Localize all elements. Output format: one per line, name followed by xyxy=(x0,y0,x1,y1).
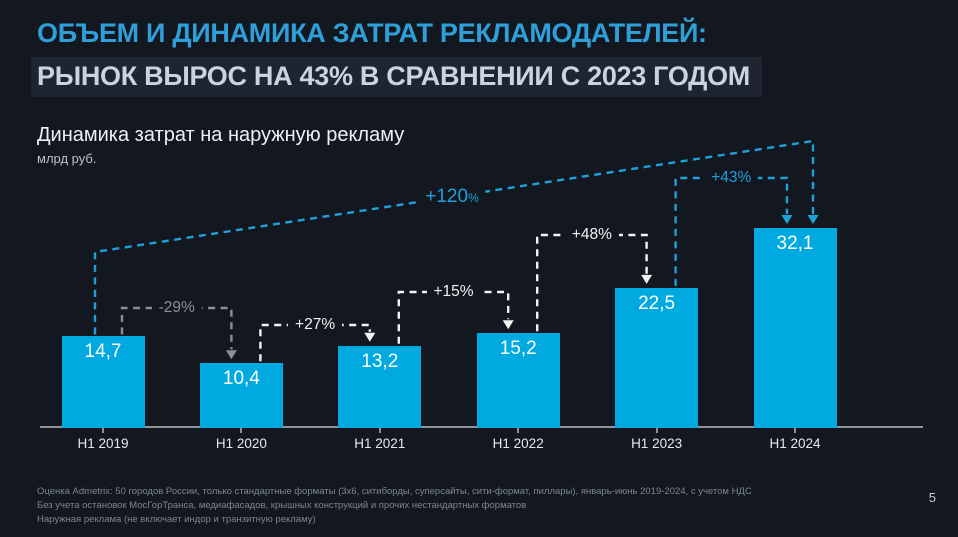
bar-value-label: 15,2 xyxy=(499,338,537,360)
axis-tick xyxy=(655,428,658,433)
annotation-label: +27% xyxy=(288,315,343,335)
slide-subtitle: РЫНОК ВЫРОС НА 43% В СРАВНЕНИИ С 2023 ГО… xyxy=(31,57,762,97)
arrow-down-icon xyxy=(364,332,376,342)
annotation-label: +48% xyxy=(564,225,619,245)
category-label: H1 2022 xyxy=(492,436,544,451)
bar-value-label: 32,1 xyxy=(776,233,814,254)
bar-value-label: 13,2 xyxy=(361,350,399,372)
footnote-1: Оценка Admetrix: 50 городов России, толь… xyxy=(37,486,752,497)
slide-subtitle-highlight: РЫНОК ВЫРОС НА 43% В СРАВНЕНИИ С 2023 ГО… xyxy=(31,57,762,97)
category-label: H1 2020 xyxy=(215,436,267,451)
axis-tick xyxy=(240,428,243,433)
chart-unit-label: млрд руб. xyxy=(37,151,97,166)
bar: 13,2 xyxy=(338,345,422,428)
footnote-2: Без учета остановок МосГорТранса, медиаф… xyxy=(37,500,527,511)
annotation-label-number: +120 xyxy=(425,185,469,207)
category-label: H1 2024 xyxy=(769,436,821,451)
page-number: 5 xyxy=(928,490,936,505)
arrow-down-icon xyxy=(641,274,653,284)
arrow-down-icon xyxy=(807,215,819,224)
bar: 32,1 xyxy=(753,228,837,428)
axis-tick xyxy=(378,428,381,433)
axis-tick xyxy=(794,428,796,433)
axis-tick xyxy=(517,428,520,433)
annotation-label: +43% xyxy=(704,168,759,188)
bar-value-label: 14,7 xyxy=(84,341,122,363)
annotation-label-percent-sign: % xyxy=(468,190,479,205)
slide-title: ОБЪЕМ И ДИНАМИКА ЗАТРАТ РЕКЛАМОДАТЕЛЕЙ: xyxy=(37,18,707,48)
category-label: H1 2021 xyxy=(354,436,406,451)
bar: 14,7 xyxy=(61,336,145,428)
annotation-label: -29% xyxy=(151,298,202,318)
annotation-label: +120% xyxy=(418,184,486,209)
arrow-down-icon xyxy=(781,215,793,224)
category-label: H1 2019 xyxy=(77,436,129,451)
arrow-down-icon xyxy=(502,320,514,330)
bar: 10,4 xyxy=(199,363,283,428)
footnote-3: Наружная реклама (не включает индор и тр… xyxy=(37,514,316,525)
bar: 15,2 xyxy=(476,333,560,428)
category-label: H1 2023 xyxy=(631,436,683,451)
bar-value-label: 10,4 xyxy=(222,368,260,390)
bar: 22,5 xyxy=(615,287,699,428)
annotation-label: +15% xyxy=(426,282,481,302)
bar-value-label: 22,5 xyxy=(638,292,676,314)
arrow-down-icon xyxy=(225,350,237,360)
axis-tick xyxy=(102,428,104,433)
